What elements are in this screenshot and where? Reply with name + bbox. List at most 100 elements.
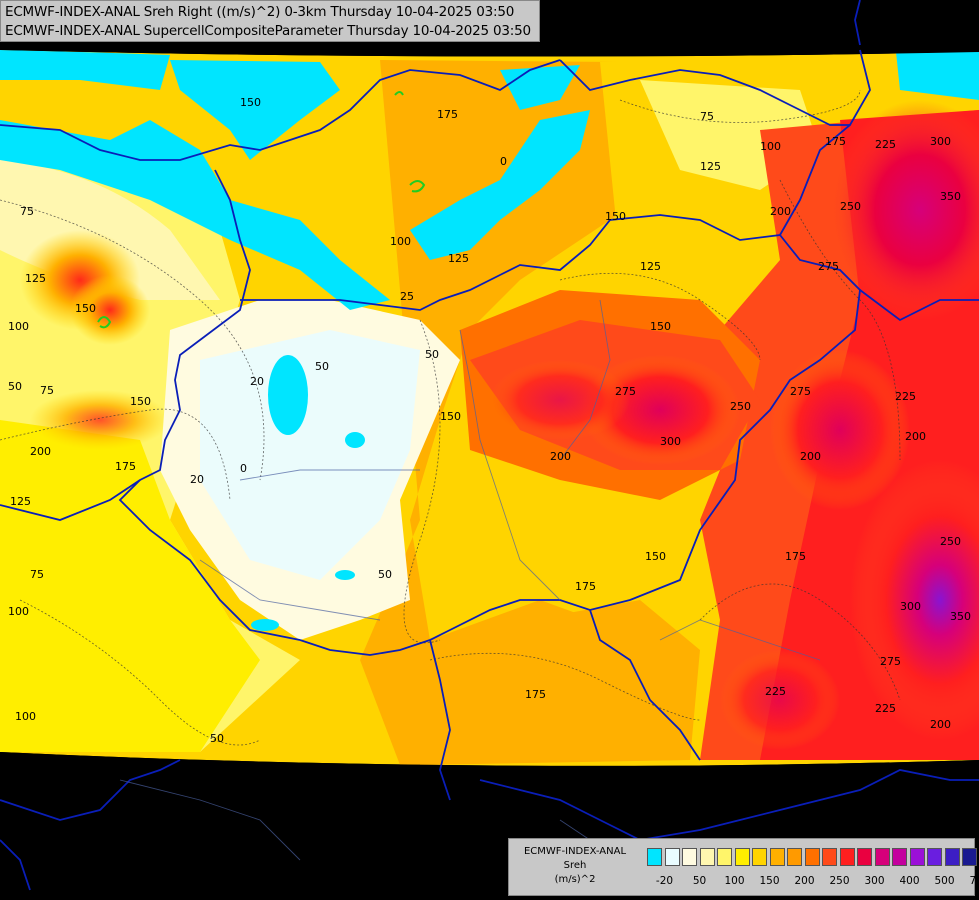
contour-label: 175: [115, 460, 136, 473]
contour-label: 150: [440, 410, 461, 423]
map-title-box: ECMWF-INDEX-ANAL Sreh Right ((m/s)^2) 0-…: [0, 0, 540, 42]
contour-label: 225: [765, 685, 786, 698]
contour-label: 100: [8, 320, 29, 333]
legend-swatch: [682, 848, 697, 866]
contour-label: 75: [700, 110, 714, 123]
contour-label: 25: [400, 290, 414, 303]
legend-swatch: [752, 848, 767, 866]
contour-label: 200: [905, 430, 926, 443]
contour-label: 350: [950, 610, 971, 623]
legend-swatch: [927, 848, 942, 866]
contour-label: 100: [390, 235, 411, 248]
contour-label: 300: [900, 600, 921, 613]
contour-label: 300: [930, 135, 951, 148]
contour-label: 150: [130, 395, 151, 408]
contour-label: 0: [500, 155, 507, 168]
legend-swatch: [734, 848, 750, 866]
contour-labels: 150 175 75 100 125 175 225 300 350 250 2…: [8, 96, 971, 745]
contour-label: 125: [25, 272, 46, 285]
contour-label: 200: [930, 718, 951, 731]
contour-label: 275: [880, 655, 901, 668]
contour-label: 125: [700, 160, 721, 173]
legend-tick-label: 700: [969, 875, 979, 887]
legend-swatch: [839, 848, 855, 866]
color-legend: ECMWF-INDEX-ANAL Sreh (m/s)^2 -20 50 100 15…: [508, 838, 979, 896]
legend-swatch: [717, 848, 732, 866]
contour-label: 175: [575, 580, 596, 593]
legend-tick-label: 400: [899, 875, 920, 887]
contour-lines: [0, 89, 901, 746]
legend-swatch: [962, 848, 977, 866]
contour-label: 275: [790, 385, 811, 398]
legend-swatch: [909, 848, 925, 866]
legend-swatch: [699, 848, 715, 866]
contour-label: 150: [645, 550, 666, 563]
legend-tick-label: 150: [759, 875, 780, 887]
contour-label: 75: [40, 384, 54, 397]
contour-label: 100: [760, 140, 781, 153]
contour-label: 175: [825, 135, 846, 148]
legend-swatch: [804, 848, 820, 866]
legend-tick-label: 100: [724, 875, 745, 887]
contour-label: 225: [875, 702, 896, 715]
contour-label: 125: [10, 495, 31, 508]
contour-label: 150: [605, 210, 626, 223]
contour-label: 225: [875, 138, 896, 151]
contour-label: 125: [640, 260, 661, 273]
legend-tick-label: 500: [934, 875, 955, 887]
legend-tick-label: 250: [829, 875, 850, 887]
contour-label: 50: [210, 732, 224, 745]
legend-tick-label: 50: [692, 875, 707, 887]
contour-label: 175: [785, 550, 806, 563]
legend-title-line-1: ECMWF-INDEX-ANAL: [523, 846, 627, 857]
contour-label: 200: [770, 205, 791, 218]
contour-label: 275: [615, 385, 636, 398]
contour-label: 175: [437, 108, 458, 121]
legend-swatch: [857, 848, 872, 866]
contour-label: 75: [30, 568, 44, 581]
contour-label: 50: [378, 568, 392, 581]
contour-label: 20: [250, 375, 264, 388]
scp-markers: [97, 91, 426, 329]
contour-label: 225: [895, 390, 916, 403]
contour-label: 350: [940, 190, 961, 203]
contour-label: 175: [525, 688, 546, 701]
legend-tick-label: 200: [794, 875, 815, 887]
contour-label: 200: [30, 445, 51, 458]
contour-label: 150: [650, 320, 671, 333]
legend-swatch: [892, 848, 907, 866]
contour-label: 50: [315, 360, 329, 373]
contour-label: 125: [448, 252, 469, 265]
map-title-line-1: ECMWF-INDEX-ANAL Sreh Right ((m/s)^2) 0-…: [5, 4, 515, 20]
map-title-line-2: ECMWF-INDEX-ANAL SupercellCompositeParam…: [5, 23, 531, 39]
contour-label: 150: [75, 302, 96, 315]
legend-swatch: [787, 848, 802, 866]
contour-label: 275: [818, 260, 839, 273]
contour-label: 300: [660, 435, 681, 448]
legend-swatch: [874, 848, 890, 866]
legend-swatch: [769, 848, 785, 866]
contour-label: 20: [190, 473, 204, 486]
contour-label: 50: [425, 348, 439, 361]
legend-swatch: [822, 848, 837, 866]
contour-label: 75: [20, 205, 34, 218]
contour-label: 250: [730, 400, 751, 413]
contour-label: 200: [800, 450, 821, 463]
contour-label: 100: [15, 710, 36, 723]
contour-label: 250: [840, 200, 861, 213]
legend-swatch: [664, 848, 680, 866]
contour-label: 250: [940, 535, 961, 548]
contour-label: 100: [8, 605, 29, 618]
contour-label: 50: [8, 380, 22, 393]
field-layer: [0, 50, 979, 766]
contour-label: 200: [550, 450, 571, 463]
contour-label: 150: [240, 96, 261, 109]
legend-tick-label: 300: [864, 875, 885, 887]
legend-title-line-2: Sreh: [563, 860, 587, 871]
legend-title-line-3: (m/s)^2: [554, 874, 596, 885]
legend-swatch: [647, 848, 662, 866]
contour-label: 0: [240, 462, 247, 475]
legend-swatch: [944, 848, 960, 866]
